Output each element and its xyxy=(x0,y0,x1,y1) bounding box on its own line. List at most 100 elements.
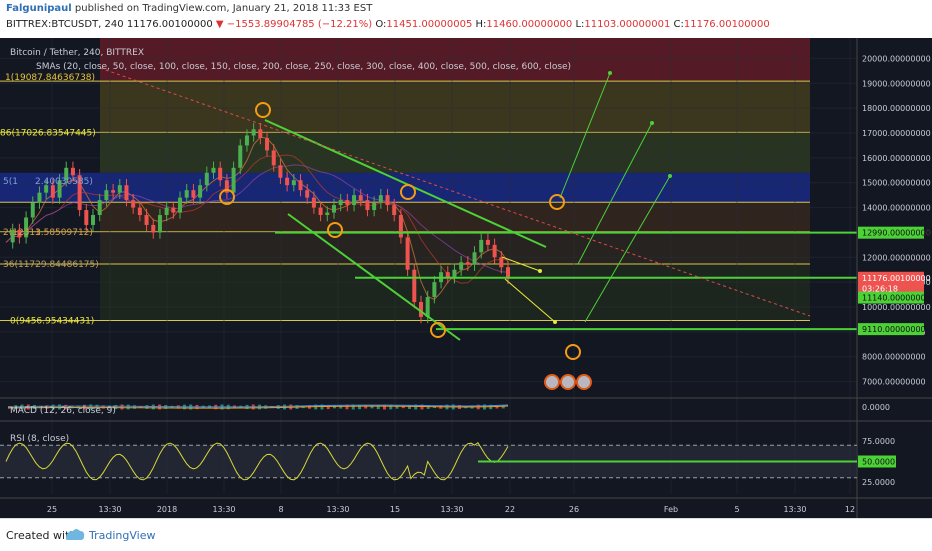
price-candle xyxy=(365,200,370,211)
symbol-label: BITTREX:BTCUSDT, 240 xyxy=(6,19,124,30)
price-level-tag xyxy=(858,282,924,295)
chart-area[interactable]: 20000.00000000 19000.00000000 18000.000000… xyxy=(0,38,932,518)
price-candle xyxy=(44,185,49,193)
price-candle xyxy=(124,185,129,201)
rsi-line xyxy=(5,441,509,481)
price-axis[interactable]: 20000.00000000 19000.00000000 18000.000000… xyxy=(856,38,932,518)
price-candle xyxy=(178,197,183,213)
fib-labels: 1(19087.84636738) 86(17026.83547445) 5(1 2.… xyxy=(0,73,99,326)
price-candle xyxy=(418,302,423,317)
macd-pane: 0.0000 xyxy=(0,397,932,422)
time-tick-label: 22 xyxy=(505,505,515,514)
price-candle xyxy=(372,202,377,211)
macd-bar xyxy=(339,405,343,409)
macd-bar xyxy=(401,405,405,409)
pivot-marker xyxy=(430,322,446,338)
price-candle xyxy=(157,215,162,233)
pivot-marker xyxy=(327,222,343,238)
time-axis[interactable]: 25 13:30 2018 13:30 8 13:30 15 13:30 22 26 Feb 5 13:… xyxy=(0,497,932,514)
price-candle xyxy=(338,200,343,206)
macd-bar xyxy=(101,405,105,409)
macd-bar xyxy=(501,405,505,409)
price-candle xyxy=(117,185,122,193)
macd-bar xyxy=(345,404,349,410)
event-flag-icon[interactable] xyxy=(544,374,560,390)
price-candle xyxy=(70,167,75,176)
pivot-marker xyxy=(549,194,565,210)
price-tick-label: 8000.00000000 xyxy=(862,353,926,362)
tradingview-brand[interactable]: TradingView xyxy=(89,529,156,542)
price-tick-label: 17000.00000000 xyxy=(862,129,931,138)
price-level-tag xyxy=(858,291,924,304)
price-candle xyxy=(291,180,296,186)
trend-line xyxy=(287,213,461,341)
rsi-tick-label: 50.0000 xyxy=(862,458,895,467)
author-link[interactable]: Falgunipaul xyxy=(6,3,72,14)
publish-line: Falgunipaul published on TradingView.com… xyxy=(6,3,372,14)
price-tick-label: 16000.00000000 xyxy=(862,154,931,163)
price-level-label: 9110.00000000 xyxy=(862,325,926,334)
macd-bar xyxy=(389,404,393,410)
projection-arrow xyxy=(559,72,611,199)
pivot-marker xyxy=(400,184,416,200)
price-candle xyxy=(271,150,276,166)
macd-bar xyxy=(33,404,36,410)
macd-bar xyxy=(276,405,280,409)
price-candle xyxy=(258,129,263,138)
publish-info: published on TradingView.com, January 21… xyxy=(74,3,373,14)
chart-svg[interactable]: 20000.00000000 19000.00000000 18000.000000… xyxy=(0,38,932,518)
price-candle xyxy=(111,190,116,193)
event-flag-icon[interactable] xyxy=(576,374,592,390)
macd-bar xyxy=(51,404,55,410)
macd-bar xyxy=(145,405,149,409)
price-candle xyxy=(285,177,290,186)
price-candle xyxy=(325,212,330,216)
zone-band xyxy=(100,81,810,133)
price-candle xyxy=(10,229,15,243)
price-candle xyxy=(84,210,89,225)
price-level-tag xyxy=(858,226,924,239)
price-candle xyxy=(191,190,196,198)
price-candle xyxy=(405,237,410,270)
price-candle xyxy=(425,297,430,317)
projection-arrow xyxy=(577,122,653,265)
close-label: C: xyxy=(673,19,684,30)
pivot-marker xyxy=(565,344,581,360)
price-tick-label: 18000.00000000 xyxy=(862,104,931,113)
price-tick-label: 20000.00000000 xyxy=(862,54,931,63)
time-tick-label: 5 xyxy=(734,505,739,514)
price-level-label: 03:26:18 xyxy=(862,284,898,293)
price-candle xyxy=(499,257,504,268)
price-candle xyxy=(97,200,102,216)
event-markers[interactable] xyxy=(544,374,592,390)
price-candle xyxy=(506,267,510,278)
macd-line xyxy=(7,404,509,408)
close-value: 11176.00100000 xyxy=(683,19,770,30)
macd-bar xyxy=(333,405,336,409)
tradingview-logo-icon xyxy=(66,529,85,540)
pivot-marker xyxy=(255,102,271,118)
open-label: O: xyxy=(375,19,387,30)
price-candle xyxy=(50,185,55,198)
price-candle xyxy=(37,192,42,203)
price-candle xyxy=(137,207,142,216)
grid-lines xyxy=(0,38,857,494)
macd-title: MACD (12, 26, close, 9) xyxy=(10,406,116,416)
price-candle xyxy=(64,167,69,181)
event-flag-icon[interactable] xyxy=(560,374,576,390)
macd-bar xyxy=(89,404,93,410)
header-bar: Falgunipaul published on TradingView.com… xyxy=(0,0,932,36)
open-value: 11451.00000005 xyxy=(386,19,473,30)
price-candle xyxy=(452,269,457,278)
arrow-head xyxy=(538,269,542,273)
rsi-pane: 75.0000 50.0000 25.0000 xyxy=(0,437,896,487)
trend-line xyxy=(264,119,547,248)
price-candle xyxy=(432,282,437,298)
time-tick-label: 13:30 xyxy=(440,505,463,514)
price-candle xyxy=(278,165,283,178)
sma-legend: SMAs (20, close, 50, close, 100, close, … xyxy=(36,62,571,72)
price-candle xyxy=(77,175,82,211)
price-candle xyxy=(131,200,136,208)
price-tick-label: 14000.00000000 xyxy=(862,204,931,213)
price-level-tag xyxy=(858,271,924,284)
